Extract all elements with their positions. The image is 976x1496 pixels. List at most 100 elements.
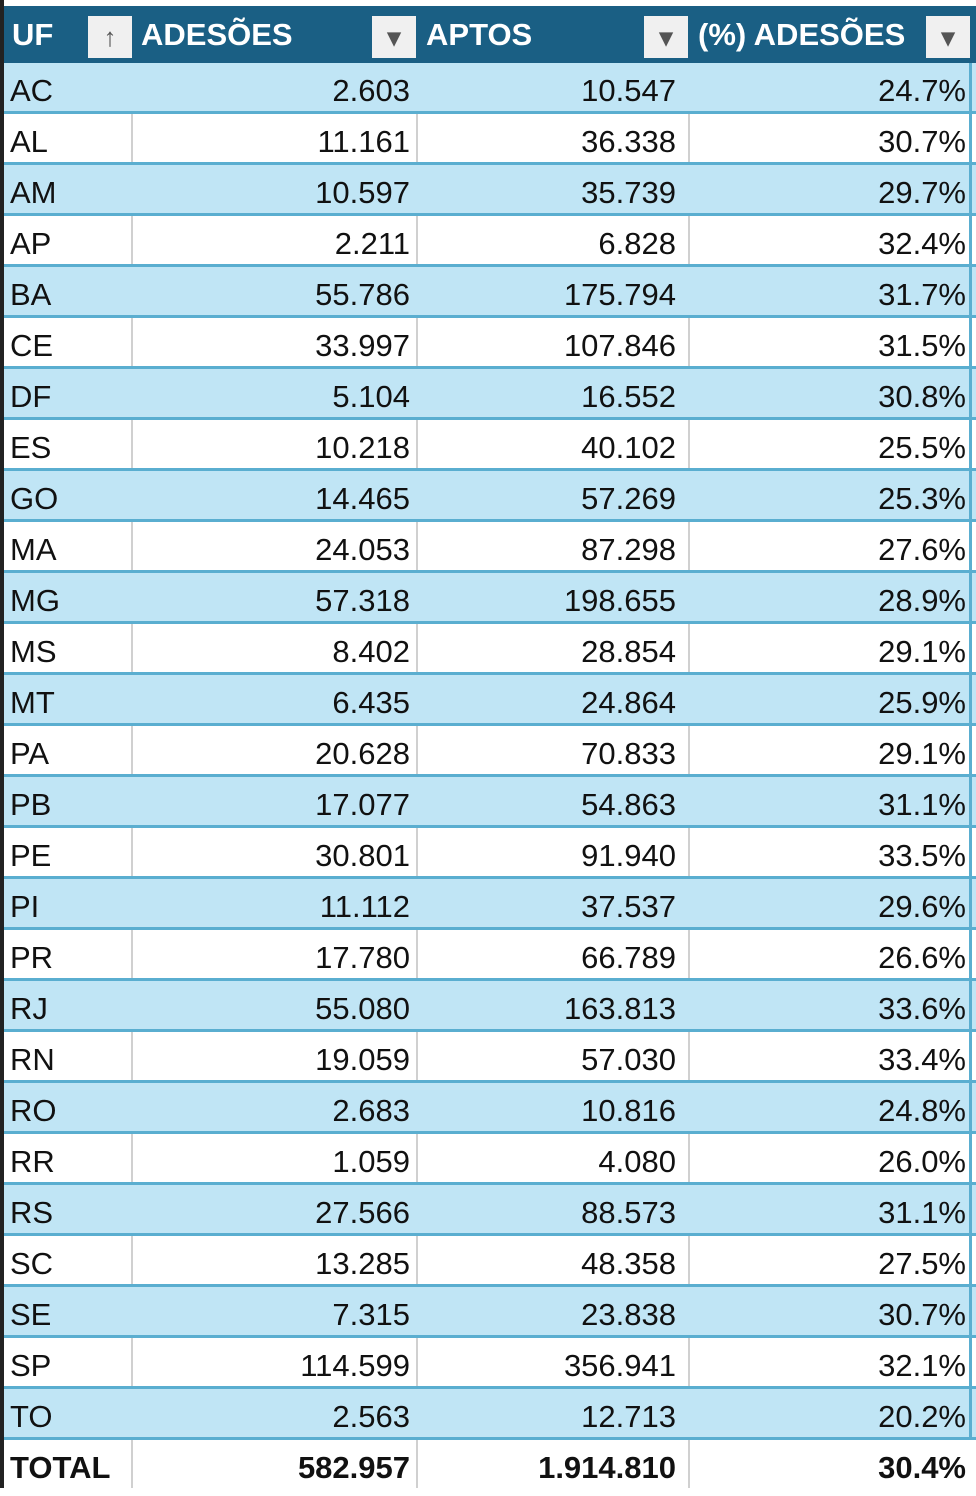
cell-pct-adesoes[interactable]: 24.7% [878, 73, 966, 108]
cell-uf[interactable]: PE [4, 828, 133, 876]
cell-adesoes[interactable]: 24.053 [133, 522, 418, 570]
cell-uf[interactable]: SE [10, 1297, 52, 1332]
cell-pct-adesoes[interactable]: 32.1% [878, 1348, 966, 1383]
cell-aptos[interactable]: 70.833 [418, 726, 690, 774]
cell-adesoes[interactable]: 13.285 [133, 1236, 418, 1284]
dropdown-arrow-icon[interactable]: ▾ [644, 16, 688, 58]
cell-uf[interactable]: AM [10, 175, 57, 210]
cell-pct-adesoes[interactable]: 29.1% [878, 736, 966, 771]
cell-uf[interactable]: RJ [10, 991, 48, 1026]
cell-pct-adesoes[interactable]: 29.7% [878, 175, 966, 210]
cell-uf[interactable]: SP [4, 1338, 133, 1386]
cell-adesoes[interactable]: 2.603 [332, 73, 410, 108]
cell-aptos[interactable]: 356.941 [418, 1338, 690, 1386]
cell-uf[interactable]: PB [10, 787, 52, 822]
cell-uf[interactable]: PI [10, 889, 40, 924]
cell-aptos[interactable]: 28.854 [418, 624, 690, 672]
cell-uf[interactable]: ES [4, 420, 133, 468]
cell-uf[interactable]: PA [4, 726, 133, 774]
cell-aptos[interactable]: 24.864 [581, 685, 676, 720]
cell-adesoes[interactable]: 11.112 [319, 889, 410, 924]
cell-aptos[interactable]: 48.358 [418, 1236, 690, 1284]
cell-aptos[interactable]: 163.813 [563, 991, 676, 1026]
cell-pct-adesoes[interactable]: 32.4% [878, 226, 966, 261]
cell-aptos[interactable]: 4.080 [418, 1134, 690, 1182]
cell-pct-adesoes[interactable]: 33.6% [878, 991, 966, 1026]
cell-adesoes[interactable]: 17.077 [315, 787, 410, 822]
cell-aptos[interactable]: 175.794 [563, 277, 676, 312]
cell-adesoes[interactable]: 7.315 [332, 1297, 410, 1332]
cell-pct-adesoes[interactable]: 20.2% [878, 1399, 966, 1434]
cell-aptos[interactable]: 10.816 [581, 1093, 676, 1128]
header-uf[interactable]: UF ↑ [4, 6, 133, 63]
cell-adesoes[interactable]: 10.218 [133, 420, 418, 468]
cell-adesoes[interactable]: 14.465 [315, 481, 410, 516]
cell-aptos[interactable]: 12.713 [581, 1399, 676, 1434]
cell-aptos[interactable]: 37.537 [581, 889, 676, 924]
cell-uf[interactable]: AC [10, 73, 54, 108]
cell-adesoes[interactable]: 30.801 [133, 828, 418, 876]
header-pct-adesoes[interactable]: (%) ADESÕES ▾ [690, 6, 976, 63]
sort-ascending-icon[interactable]: ↑ [88, 16, 132, 58]
dropdown-arrow-icon[interactable]: ▾ [926, 16, 970, 58]
cell-aptos[interactable]: 10.547 [581, 73, 676, 108]
cell-uf[interactable]: RN [4, 1032, 133, 1080]
cell-adesoes[interactable]: 27.566 [315, 1195, 410, 1230]
cell-adesoes[interactable]: 10.597 [315, 175, 410, 210]
cell-aptos[interactable]: 57.269 [581, 481, 676, 516]
cell-adesoes[interactable]: 582.957 [133, 1440, 418, 1488]
cell-pct-adesoes[interactable]: 28.9% [878, 583, 966, 618]
cell-uf[interactable]: RR [4, 1134, 133, 1182]
cell-uf[interactable]: GO [10, 481, 59, 516]
cell-pct-adesoes[interactable]: 33.5% [878, 838, 966, 873]
cell-uf[interactable]: TO [10, 1399, 53, 1434]
cell-adesoes[interactable]: 8.402 [133, 624, 418, 672]
cell-pct-adesoes[interactable]: 31.5% [878, 328, 966, 363]
cell-aptos[interactable]: 57.030 [418, 1032, 690, 1080]
cell-adesoes[interactable]: 55.786 [315, 277, 410, 312]
cell-uf[interactable]: AL [4, 114, 133, 162]
cell-aptos[interactable]: 1.914.810 [418, 1440, 690, 1488]
cell-pct-adesoes[interactable]: 31.1% [878, 1195, 966, 1230]
cell-aptos[interactable]: 91.940 [418, 828, 690, 876]
cell-aptos[interactable]: 16.552 [581, 379, 676, 414]
cell-adesoes[interactable]: 19.059 [133, 1032, 418, 1080]
cell-pct-adesoes[interactable]: 30.8% [878, 379, 966, 414]
cell-uf[interactable]: MS [4, 624, 133, 672]
cell-pct-adesoes[interactable]: 26.6% [878, 940, 966, 975]
cell-aptos[interactable]: 66.789 [418, 930, 690, 978]
cell-aptos[interactable]: 107.846 [418, 318, 690, 366]
cell-adesoes[interactable]: 2.683 [332, 1093, 410, 1128]
cell-pct-adesoes[interactable]: 30.7% [878, 1297, 966, 1332]
cell-pct-adesoes[interactable]: 25.5% [878, 430, 966, 465]
cell-adesoes[interactable]: 11.161 [133, 114, 418, 162]
cell-aptos[interactable]: 23.838 [581, 1297, 676, 1332]
cell-adesoes[interactable]: 2.211 [133, 216, 418, 264]
cell-pct-adesoes[interactable]: 30.4% [878, 1450, 966, 1485]
cell-uf[interactable]: MT [10, 685, 55, 720]
cell-adesoes[interactable]: 57.318 [315, 583, 410, 618]
cell-uf[interactable]: MG [10, 583, 60, 618]
cell-pct-adesoes[interactable]: 25.9% [878, 685, 966, 720]
cell-pct-adesoes[interactable]: 31.7% [878, 277, 966, 312]
cell-pct-adesoes[interactable]: 29.6% [878, 889, 966, 924]
cell-aptos[interactable]: 87.298 [418, 522, 690, 570]
cell-pct-adesoes[interactable]: 27.5% [878, 1246, 966, 1281]
cell-adesoes[interactable]: 2.563 [332, 1399, 410, 1434]
cell-pct-adesoes[interactable]: 26.0% [878, 1144, 966, 1179]
header-aptos[interactable]: APTOS ▾ [418, 6, 690, 63]
cell-pct-adesoes[interactable]: 25.3% [878, 481, 966, 516]
cell-pct-adesoes[interactable]: 30.7% [878, 124, 966, 159]
cell-uf[interactable]: MA [4, 522, 133, 570]
cell-uf[interactable]: TOTAL [4, 1440, 133, 1488]
cell-aptos[interactable]: 198.655 [563, 583, 676, 618]
cell-adesoes[interactable]: 6.435 [332, 685, 410, 720]
cell-adesoes[interactable]: 55.080 [315, 991, 410, 1026]
cell-uf[interactable]: PR [4, 930, 133, 978]
cell-uf[interactable]: RS [10, 1195, 54, 1230]
cell-uf[interactable]: CE [4, 318, 133, 366]
cell-aptos[interactable]: 6.828 [418, 216, 690, 264]
cell-pct-adesoes[interactable]: 29.1% [878, 634, 966, 669]
header-adesoes[interactable]: ADESÕES ▾ [133, 6, 418, 63]
dropdown-arrow-icon[interactable]: ▾ [372, 16, 416, 58]
